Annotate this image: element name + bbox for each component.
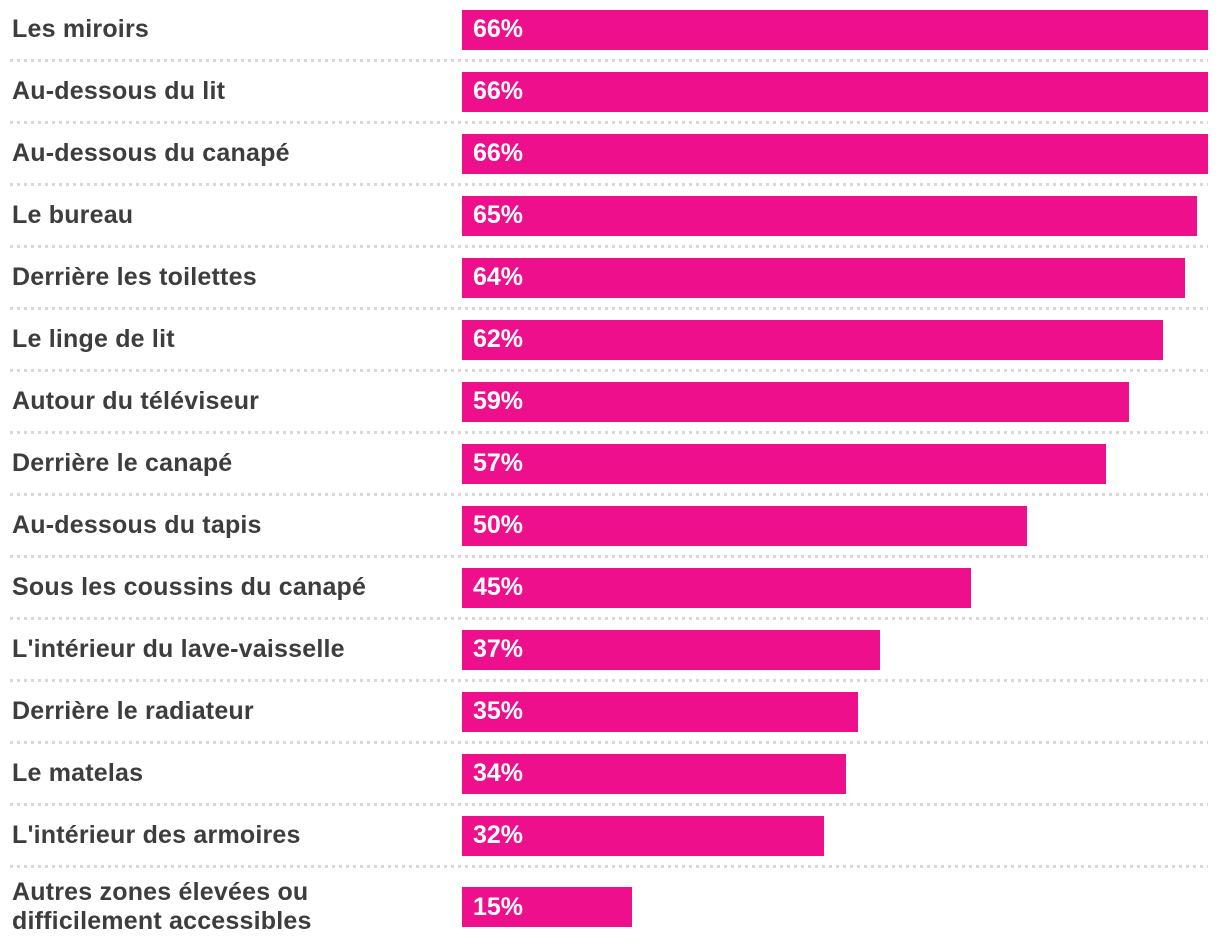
bar: 62%: [462, 319, 1163, 360]
bar: 59%: [462, 381, 1129, 422]
bar-track: 64%: [462, 257, 1208, 298]
row-divider: [10, 741, 1208, 744]
bar-row: Derrière les toilettes 64%: [0, 248, 1220, 307]
bar: 34%: [462, 753, 847, 794]
bar-value-label: 66%: [473, 15, 524, 43]
row-divider: [10, 307, 1208, 310]
bar-value-label: 32%: [473, 821, 524, 849]
row-divider: [10, 245, 1208, 248]
bar: 37%: [462, 629, 881, 670]
bar-value-label: 57%: [473, 449, 524, 477]
bar: 45%: [462, 567, 971, 608]
row-divider: [10, 369, 1208, 372]
bar-row: Sous les coussins du canapé 45%: [0, 558, 1220, 617]
bar-value-label: 59%: [473, 387, 524, 415]
bar-row: L'intérieur des armoires 32%: [0, 806, 1220, 865]
bar-value-label: 64%: [473, 263, 524, 291]
bar: 15%: [462, 887, 632, 927]
bar-row: L'intérieur du lave-vaisselle 37%: [0, 620, 1220, 679]
bar: 66%: [462, 9, 1208, 50]
bar-value-label: 15%: [473, 892, 524, 921]
bar-row: Le matelas 34%: [0, 744, 1220, 803]
bar: 50%: [462, 505, 1028, 546]
category-label: Derrière le canapé: [12, 449, 233, 478]
bar-value-label: 34%: [473, 759, 524, 787]
bar-track: 35%: [462, 691, 1208, 732]
bar: 66%: [462, 71, 1208, 112]
bar: 64%: [462, 257, 1186, 298]
bar-value-label: 50%: [473, 511, 524, 539]
category-label: Derrière les toilettes: [12, 263, 257, 292]
bar-track: 65%: [462, 195, 1208, 236]
category-label: Au-dessous du canapé: [12, 139, 290, 168]
bar-value-label: 45%: [473, 573, 524, 601]
bar-track: 57%: [462, 443, 1208, 484]
category-label: L'intérieur des armoires: [12, 821, 301, 850]
bar-track: 59%: [462, 381, 1208, 422]
row-divider: [10, 59, 1208, 62]
bar-row: Les miroirs 66%: [0, 0, 1220, 59]
bar: 57%: [462, 443, 1107, 484]
row-divider: [10, 493, 1208, 496]
row-divider: [10, 617, 1208, 620]
bar-track: 34%: [462, 753, 1208, 794]
bar-value-label: 37%: [473, 635, 524, 663]
bar-track: 15%: [462, 887, 1208, 927]
category-label: Le linge de lit: [12, 325, 175, 354]
row-divider: [10, 183, 1208, 186]
category-label: Les miroirs: [12, 15, 149, 44]
bar-row: Le linge de lit 62%: [0, 310, 1220, 369]
category-label: Autres zones élevées ou difficilement ac…: [12, 878, 312, 935]
bar-value-label: 62%: [473, 325, 524, 353]
bar-row: Au-dessous du lit 66%: [0, 62, 1220, 121]
category-label: Le bureau: [12, 201, 134, 230]
bar-track: 66%: [462, 9, 1208, 50]
bar-row: Autres zones élevées ou difficilement ac…: [0, 868, 1220, 946]
bar: 66%: [462, 133, 1208, 174]
bar: 65%: [462, 195, 1197, 236]
bar-track: 45%: [462, 567, 1208, 608]
bar-row: Derrière le canapé 57%: [0, 434, 1220, 493]
row-divider: [10, 865, 1208, 868]
bar-row: Le bureau 65%: [0, 186, 1220, 245]
category-label: Le matelas: [12, 759, 144, 788]
bar-track: 66%: [462, 71, 1208, 112]
bar-track: 37%: [462, 629, 1208, 670]
category-label: L'intérieur du lave-vaisselle: [12, 635, 345, 664]
bar-row: Au-dessous du tapis 50%: [0, 496, 1220, 555]
bar: 32%: [462, 815, 824, 856]
category-label: Derrière le radiateur: [12, 697, 254, 726]
category-label: Sous les coussins du canapé: [12, 573, 367, 602]
bar-value-label: 35%: [473, 697, 524, 725]
row-divider: [10, 803, 1208, 806]
bar-row: Autour du téléviseur 59%: [0, 372, 1220, 431]
bar-value-label: 65%: [473, 201, 524, 229]
row-divider: [10, 555, 1208, 558]
bar-track: 50%: [462, 505, 1208, 546]
bar-track: 32%: [462, 815, 1208, 856]
row-divider: [10, 431, 1208, 434]
bar-track: 66%: [462, 133, 1208, 174]
bar-value-label: 66%: [473, 77, 524, 105]
category-label: Au-dessous du lit: [12, 77, 226, 106]
row-divider: [10, 679, 1208, 682]
row-divider: [10, 121, 1208, 124]
bar-track: 62%: [462, 319, 1208, 360]
category-label: Au-dessous du tapis: [12, 511, 262, 540]
bar-value-label: 66%: [473, 139, 524, 167]
bar: 35%: [462, 691, 858, 732]
bar-row: Au-dessous du canapé 66%: [0, 124, 1220, 183]
category-label: Autour du téléviseur: [12, 387, 260, 416]
bar-row: Derrière le radiateur 35%: [0, 682, 1220, 741]
